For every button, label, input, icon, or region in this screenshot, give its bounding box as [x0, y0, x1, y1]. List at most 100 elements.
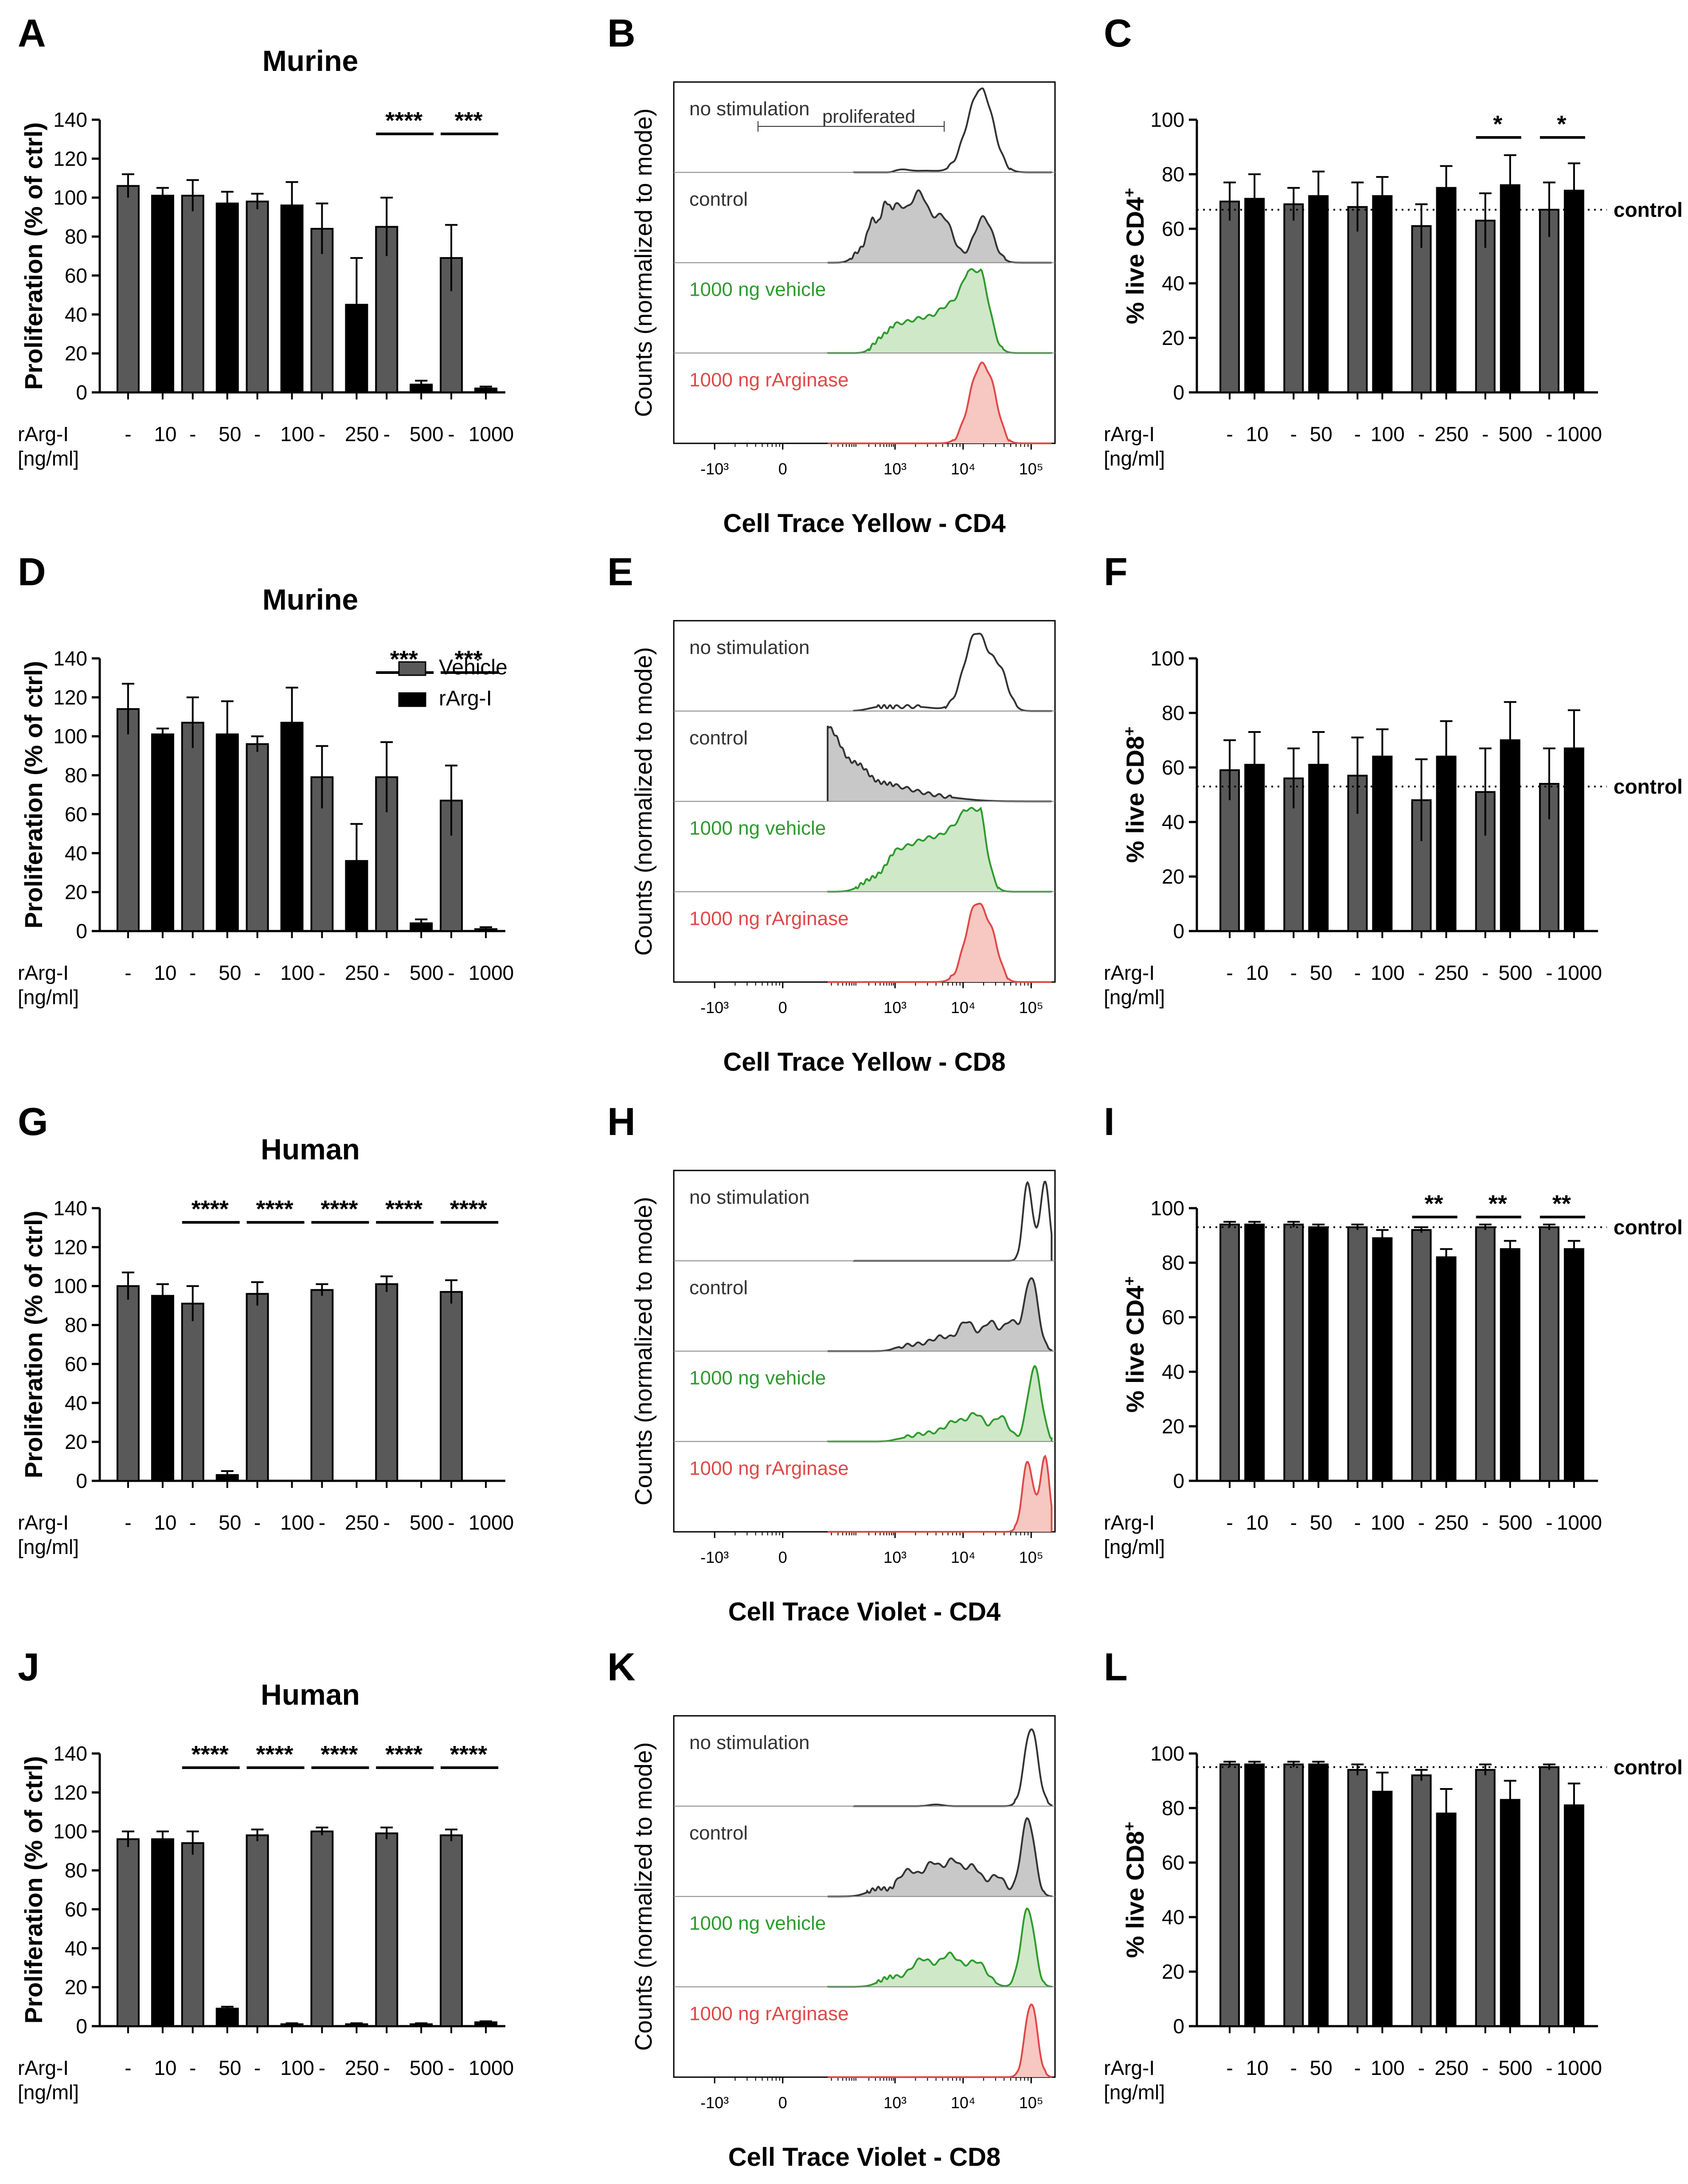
- bar-vehicle-100: [1347, 1226, 1368, 1482]
- histogram-curve-control: [827, 725, 1052, 802]
- x-tick-label: 10⁴: [951, 1548, 976, 1566]
- x-tick-label: 10⁴: [951, 460, 976, 478]
- bar-vehicle-50: [181, 1303, 204, 1482]
- dose-label: 100: [280, 1511, 314, 1534]
- y-tick-label: 60: [1162, 1306, 1184, 1329]
- bar-vehicle-250: [1411, 1229, 1432, 1482]
- y-tick-label: 120: [53, 686, 87, 709]
- dose-label: 1000: [1557, 2056, 1602, 2079]
- histogram-curve-rarg: [828, 361, 1052, 444]
- y-tick-label: 60: [65, 264, 87, 287]
- bar-vehicle-10: [116, 708, 140, 932]
- track-label-control: control: [689, 1822, 748, 1844]
- bar-vehicle-10: [1219, 1763, 1240, 2027]
- bar-rarg-10: [151, 195, 174, 393]
- histogram-curve-control: [828, 1277, 1053, 1352]
- bar-vehicle-50: [181, 721, 204, 932]
- vehicle-mark: -: [319, 961, 325, 984]
- dose-row-label: rArg-I: [18, 2056, 69, 2079]
- panel-J: J Human 0 20 40 60 80 100 120 140 Proliferation (%…: [18, 1645, 514, 2104]
- x-tick-label: 10⁵: [1019, 460, 1043, 478]
- vehicle-mark: -: [319, 2056, 325, 2079]
- significance-stars: ****: [450, 1741, 487, 1768]
- bar-rarg-100: [280, 204, 304, 393]
- y-axis-label-main: % live CD8: [1121, 736, 1149, 863]
- y-tick-label: 40: [65, 1391, 87, 1414]
- vehicle-mark: -: [448, 961, 454, 984]
- y-tick-label: 80: [1162, 701, 1184, 724]
- histogram-curve-vehicle: [827, 1365, 1053, 1443]
- y-tick-label: 60: [1162, 217, 1184, 240]
- y-axis-label: Counts (normalized to mode): [630, 647, 657, 955]
- significance-stars: ****: [320, 1741, 358, 1768]
- vehicle-mark: -: [1290, 2056, 1297, 2079]
- vehicle-mark: -: [1546, 961, 1552, 984]
- vehicle-mark: -: [1482, 423, 1489, 446]
- bar-rarg-1000: [1563, 1804, 1584, 2027]
- y-tick-label: 120: [53, 147, 87, 170]
- y-tick-label: 20: [65, 1430, 87, 1453]
- bar-rarg-50: [215, 2008, 239, 2027]
- bar-rarg-100: [1372, 1237, 1393, 1482]
- dose-label: 10: [154, 423, 176, 446]
- x-tick-label: 10³: [883, 460, 907, 478]
- dose-label: 10: [1246, 2056, 1268, 2079]
- legend-rarg-label: rArg-I: [439, 687, 492, 710]
- panel-letter: E: [607, 550, 633, 594]
- y-tick-label: 140: [53, 108, 87, 131]
- histogram-curve-control: [828, 189, 1052, 264]
- bar-vehicle-1000: [1539, 1766, 1559, 2027]
- dose-label: 1000: [1557, 1511, 1602, 1534]
- dose-label: 50: [219, 961, 241, 984]
- y-tick-label: 60: [65, 1898, 87, 1921]
- y-tick-label: 40: [65, 842, 87, 865]
- panel-letter: J: [18, 1645, 39, 1689]
- significance-stars: ****: [385, 107, 422, 134]
- dose-label: 250: [345, 2056, 379, 2079]
- dose-label: 1000: [1557, 961, 1602, 984]
- significance-stars: ****: [385, 1741, 422, 1768]
- dose-label: 250: [345, 423, 379, 446]
- histogram-curve-vehicle: [827, 1907, 1053, 1988]
- dose-row-label: rArg-I: [1104, 2056, 1155, 2079]
- vehicle-mark: -: [1482, 2056, 1489, 2079]
- vehicle-mark: -: [125, 961, 131, 984]
- y-tick-label: 40: [1162, 272, 1184, 295]
- bar-vehicle-50: [181, 195, 204, 393]
- panel-E: E Counts (normalized to mode) -10³ 0 10³ 10⁴ 1…: [607, 550, 1056, 1076]
- dose-label: 1000: [469, 961, 514, 984]
- dose-row-unit: [ng/ml]: [18, 986, 79, 1009]
- vehicle-mark: -: [1354, 1511, 1361, 1534]
- dose-label: 500: [1498, 423, 1532, 446]
- dose-label: 500: [410, 423, 444, 446]
- panel-D: D Murine 0 20 40 60 80 100 120 140 Proliferation (…: [18, 550, 514, 1009]
- track-label-vehicle: 1000 ng vehicle: [689, 818, 826, 839]
- panel-letter: F: [1104, 550, 1128, 594]
- vehicle-mark: -: [1418, 1511, 1425, 1534]
- bar-vehicle-10: [116, 1838, 140, 2027]
- bar-rarg-10: [151, 733, 174, 932]
- dose-label: 100: [1371, 961, 1405, 984]
- significance-stars: ****: [450, 1196, 487, 1222]
- vehicle-mark: -: [125, 423, 131, 446]
- vehicle-mark: -: [1226, 423, 1233, 446]
- y-tick-label: 0: [76, 2015, 87, 2038]
- dose-row-unit: [ng/ml]: [18, 1535, 79, 1558]
- y-axis-label-main: % live CD8: [1121, 1831, 1149, 1958]
- vehicle-mark: -: [189, 2056, 196, 2079]
- bar-vehicle-100: [246, 1293, 269, 1482]
- panel-letter: G: [18, 1100, 48, 1143]
- bar-rarg-10: [1244, 1763, 1265, 2027]
- bar-vehicle-500: [1475, 1769, 1496, 2027]
- bar-rarg-50: [1308, 1763, 1329, 2027]
- panel-letter: K: [607, 1645, 636, 1689]
- dose-label: 50: [1310, 961, 1332, 984]
- significance-stars: *: [1493, 111, 1502, 137]
- x-tick-label: 0: [778, 460, 787, 478]
- vehicle-mark: -: [189, 961, 196, 984]
- vehicle-mark: -: [448, 423, 454, 446]
- bar-rarg-10: [1244, 198, 1265, 393]
- vehicle-mark: -: [125, 2056, 131, 2079]
- vehicle-mark: -: [1226, 1511, 1233, 1534]
- bar-vehicle-500: [375, 1832, 399, 2027]
